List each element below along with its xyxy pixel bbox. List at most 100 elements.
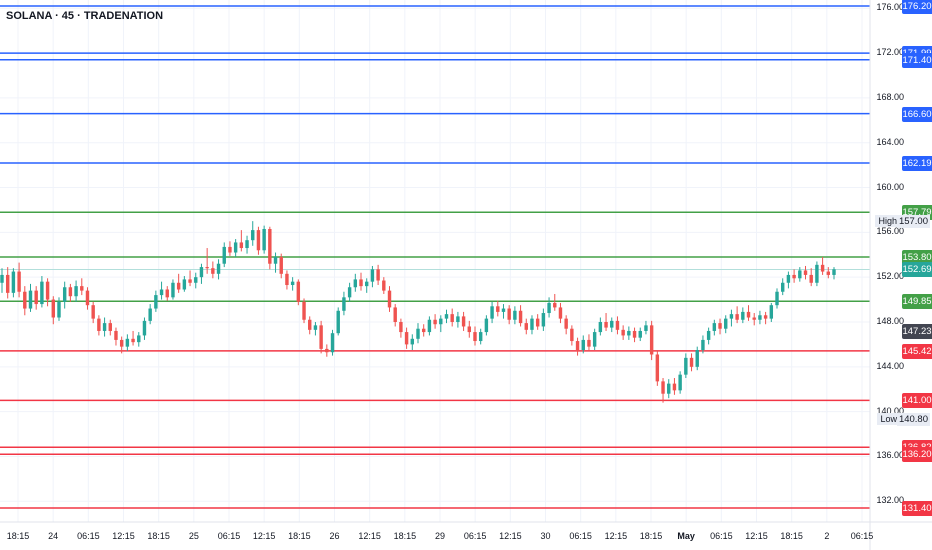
candle-down <box>302 301 306 320</box>
candle-up <box>353 279 358 288</box>
candle-up <box>233 242 238 253</box>
candle-up <box>724 318 728 329</box>
candle-down <box>404 332 409 345</box>
low-label: Low <box>877 412 900 425</box>
candle-up <box>125 338 130 347</box>
price-tick-label: 164.00 <box>876 136 904 147</box>
candle-down <box>228 246 232 253</box>
price-tick-label: 176.00 <box>876 2 904 13</box>
time-tick-label: 18:15 <box>288 531 311 541</box>
candle-up <box>695 350 699 367</box>
candle-up <box>40 281 44 305</box>
candle-down <box>655 354 660 382</box>
time-tick-label: 26 <box>329 531 340 541</box>
levels-layer <box>0 5 870 509</box>
price-tick-label: 168.00 <box>876 91 904 102</box>
candle-down <box>268 228 272 264</box>
candle-up <box>28 290 33 309</box>
time-tick-label: 12:15 <box>604 531 628 541</box>
candle-up <box>638 330 642 338</box>
time-tick-label: 18:15 <box>780 531 803 541</box>
candle-up <box>530 318 534 330</box>
candle-down <box>359 279 363 287</box>
candle-down <box>649 325 654 355</box>
candle-up <box>416 328 420 339</box>
candle-down <box>319 325 323 349</box>
candle-up <box>410 338 415 345</box>
candle-up <box>102 323 107 331</box>
candle-down <box>826 271 831 275</box>
candle-up <box>222 246 226 264</box>
time-tick-label: 06:15 <box>217 531 241 541</box>
candle-up <box>154 295 158 309</box>
low-value: 140.80 <box>896 412 930 426</box>
level-price-tag: 166.60 <box>902 106 932 122</box>
candle-up <box>484 318 489 333</box>
candle-up <box>262 228 266 251</box>
level-price-tag: 145.42 <box>902 343 932 359</box>
high-value: 157.00 <box>896 215 930 229</box>
candle-up <box>57 301 61 318</box>
candle-down <box>176 282 181 290</box>
price-tick-label: 156.00 <box>876 226 904 237</box>
candles-layer <box>0 221 836 403</box>
candle-down <box>80 286 84 291</box>
candle-up <box>684 357 688 375</box>
candle-down <box>131 338 135 343</box>
candle-up <box>712 323 717 331</box>
time-tick-label: May <box>677 531 695 541</box>
candle-down <box>239 242 244 249</box>
candle-up <box>290 281 295 286</box>
candle-down <box>256 230 261 251</box>
candle-down <box>387 290 392 308</box>
candle-up <box>159 289 164 296</box>
candle-up <box>786 274 791 283</box>
candle-up <box>667 383 671 394</box>
candle-up <box>11 271 16 293</box>
candle-up <box>142 320 147 336</box>
candle-up <box>547 302 551 314</box>
candle-up <box>251 230 255 241</box>
candle-down <box>433 319 437 325</box>
time-tick-label: 25 <box>188 531 199 541</box>
time-tick-label: 06:15 <box>850 531 874 541</box>
candle-down <box>23 291 27 309</box>
high-label: High <box>875 215 900 228</box>
price-tick-label: 160.00 <box>876 181 904 192</box>
candle-up <box>199 267 204 278</box>
candle-up <box>216 263 221 274</box>
candle-down <box>604 321 608 328</box>
candle-up <box>781 282 785 292</box>
candle-down <box>108 323 112 331</box>
candle-down <box>279 257 283 274</box>
time-tick-label: 06:15 <box>463 531 487 541</box>
candle-down <box>735 314 739 320</box>
candle-down <box>308 319 312 330</box>
candle-up <box>706 330 711 340</box>
candle-down <box>91 305 95 319</box>
candle-down <box>467 326 471 333</box>
candle-down <box>621 329 625 336</box>
level-price-tag: 153.80 <box>902 250 932 265</box>
candle-down <box>450 314 454 322</box>
candle-up <box>456 316 460 322</box>
candle-down <box>45 281 50 300</box>
candle-down <box>17 271 21 292</box>
candle-up <box>741 311 745 320</box>
candle-down <box>285 273 289 286</box>
grid-layer <box>0 0 870 522</box>
price-tick-label: 172.00 <box>876 47 904 58</box>
price-tick-label: 144.00 <box>876 360 904 371</box>
current-price-tag: 152.69 <box>902 262 932 278</box>
time-tick-label: 06:15 <box>77 531 100 541</box>
candle-down <box>718 323 722 329</box>
candle-down <box>763 315 768 319</box>
candle-up <box>541 313 546 327</box>
price-tick-label: 132.00 <box>876 495 904 506</box>
candle-down <box>399 321 403 333</box>
time-tick-label: 29 <box>434 531 446 541</box>
candle-up <box>444 314 449 319</box>
candle-up <box>194 277 198 283</box>
